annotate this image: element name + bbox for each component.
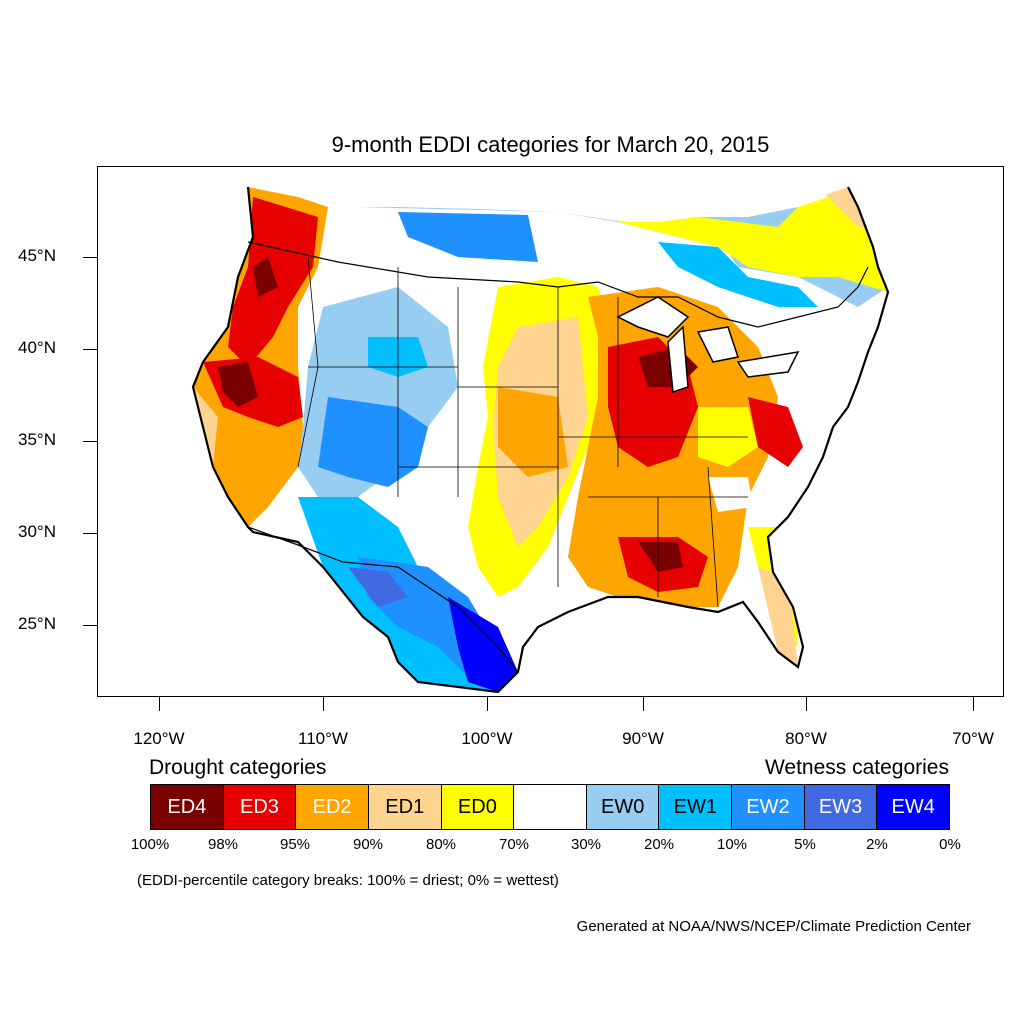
lon-tick bbox=[159, 697, 160, 711]
legend-break: 70% bbox=[498, 836, 530, 853]
lon-tick bbox=[973, 697, 974, 711]
legend-cell-ed2: ED2 bbox=[296, 785, 369, 829]
legend-cell-ed4: ED4 bbox=[151, 785, 224, 829]
lat-label-25: 25°N bbox=[18, 614, 56, 633]
lat-label-45: 45°N bbox=[18, 246, 56, 265]
legend-cell-ew1: EW1 bbox=[659, 785, 733, 829]
lon-tick bbox=[323, 697, 324, 711]
legend-cell-ew4: EW4 bbox=[877, 785, 950, 829]
legend-break: 2% bbox=[866, 836, 888, 853]
lon-label-90: 90°W bbox=[622, 729, 664, 748]
legend-break: 80% bbox=[425, 836, 457, 853]
lon-label-80: 80°W bbox=[785, 729, 827, 748]
legend-break: 100% bbox=[130, 836, 170, 853]
eddi-map bbox=[191, 186, 890, 694]
lat-tick bbox=[83, 625, 97, 626]
lat-tick bbox=[83, 533, 97, 534]
legend-break: 0% bbox=[939, 836, 961, 853]
lat-tick bbox=[83, 349, 97, 350]
lon-tick bbox=[487, 697, 488, 711]
legend-break: 95% bbox=[279, 836, 311, 853]
lon-label-120: 120°W bbox=[133, 729, 185, 748]
lat-tick bbox=[83, 257, 97, 258]
lat-label-30: 30°N bbox=[18, 522, 56, 541]
legend-break: 20% bbox=[643, 836, 675, 853]
legend-break: 5% bbox=[794, 836, 816, 853]
credit-line: Generated at NOAA/NWS/NCEP/Climate Predi… bbox=[576, 918, 971, 935]
lon-label-70: 70°W bbox=[952, 729, 994, 748]
legend-break: 90% bbox=[352, 836, 384, 853]
lat-label-40: 40°N bbox=[18, 338, 56, 357]
legend-cell-ew3: EW3 bbox=[804, 785, 878, 829]
legend-colorbar: ED4 ED3 ED2 ED1 ED0 EW0 EW1 EW2 EW3 EW4 bbox=[150, 784, 950, 830]
lon-label-110: 110°W bbox=[298, 729, 348, 748]
legend-break: 10% bbox=[716, 836, 748, 853]
legend-break: 30% bbox=[570, 836, 602, 853]
map-frame bbox=[97, 166, 1004, 697]
legend-cell-ew2: EW2 bbox=[732, 785, 805, 829]
legend-cell-ew0: EW0 bbox=[586, 785, 660, 829]
category-breaks-note: (EDDI-percentile category breaks: 100% =… bbox=[137, 872, 559, 889]
lon-tick bbox=[643, 697, 644, 711]
legend-cell-ed3: ED3 bbox=[223, 785, 297, 829]
lon-label-100: 100°W bbox=[461, 729, 513, 748]
legend-cell-ed0: ED0 bbox=[441, 785, 515, 829]
legend-break: 98% bbox=[207, 836, 239, 853]
legend-cell-ed1: ED1 bbox=[368, 785, 442, 829]
lon-tick bbox=[806, 697, 807, 711]
drought-categories-title: Drought categories bbox=[149, 756, 327, 779]
lat-label-35: 35°N bbox=[18, 430, 56, 449]
lat-tick bbox=[83, 441, 97, 442]
wetness-categories-title: Wetness categories bbox=[764, 756, 949, 779]
map-title: 9-month EDDI categories for March 20, 20… bbox=[331, 132, 770, 157]
legend-cell-neutral bbox=[514, 785, 587, 829]
